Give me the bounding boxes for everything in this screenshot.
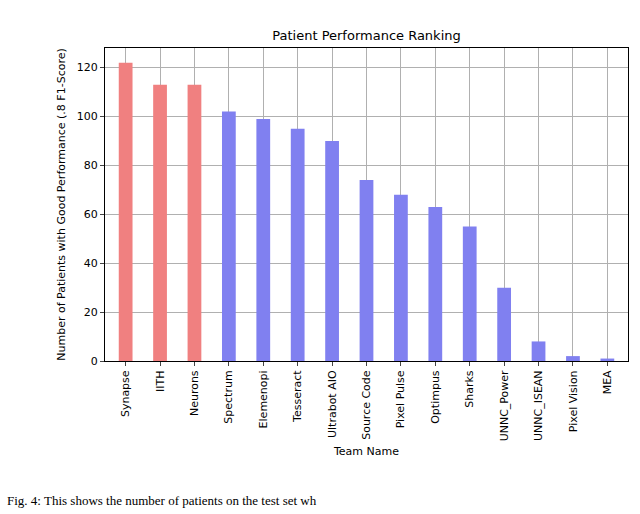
svg-text:0: 0 [91, 355, 98, 368]
svg-text:Tesseract: Tesseract [291, 370, 304, 423]
svg-text:40: 40 [84, 257, 98, 270]
svg-text:Spectrum: Spectrum [222, 370, 235, 423]
svg-text:Fig. 4: This shows the number: Fig. 4: This shows the number of patient… [7, 493, 317, 508]
svg-text:Sharks: Sharks [463, 370, 476, 408]
svg-text:Optimpus: Optimpus [429, 370, 442, 424]
svg-text:100: 100 [77, 110, 98, 123]
svg-text:Source Code: Source Code [360, 370, 373, 440]
svg-text:IITH: IITH [154, 370, 167, 391]
svg-text:MEA: MEA [601, 370, 614, 394]
svg-text:Number of Patients with Good P: Number of Patients with Good Performance… [55, 48, 68, 361]
svg-text:120: 120 [77, 61, 98, 74]
svg-text:Patient Performance Ranking: Patient Performance Ranking [272, 28, 461, 43]
svg-text:60: 60 [84, 208, 98, 221]
svg-text:80: 80 [84, 159, 98, 172]
svg-text:Ultrabot AIO: Ultrabot AIO [326, 370, 339, 438]
svg-text:20: 20 [84, 306, 98, 319]
svg-text:Elemenopi: Elemenopi [257, 370, 270, 428]
svg-text:Team Name: Team Name [333, 445, 399, 458]
svg-text:Neurons: Neurons [188, 370, 201, 416]
svg-text:Pixel Vision: Pixel Vision [567, 370, 580, 432]
svg-text:Synapse: Synapse [119, 370, 132, 417]
svg-text:UNNC_Power: UNNC_Power [498, 370, 511, 441]
svg-text:Pixel Pulse: Pixel Pulse [394, 370, 407, 428]
svg-text:UNNC_ISEAN: UNNC_ISEAN [532, 370, 545, 441]
